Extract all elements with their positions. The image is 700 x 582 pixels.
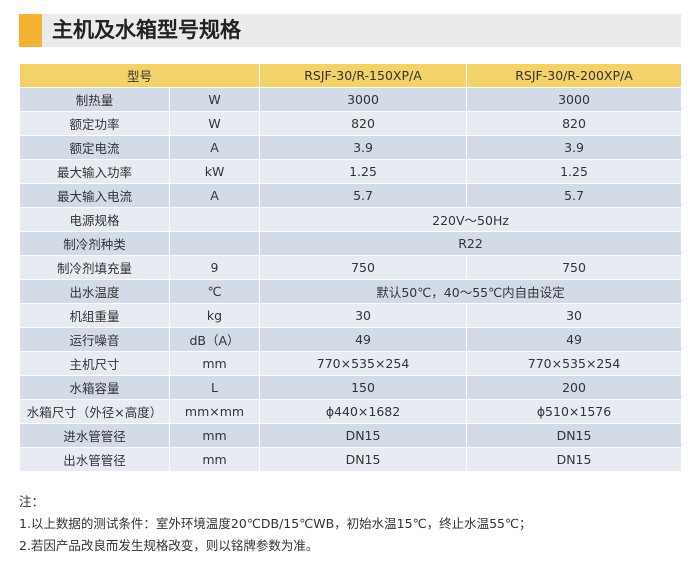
- cell-unit: W: [168, 87, 261, 112]
- cell-unit: mm: [168, 423, 261, 448]
- table-row: 出水管管径 mm DN15 DN15: [19, 447, 683, 472]
- header-cell-model1: RSJF-30/R-150XP/A: [259, 63, 468, 88]
- cell-param-name: 电源规格: [19, 207, 170, 232]
- cell-param-name: 进水管管径: [19, 423, 170, 448]
- table-row: 运行噪音 dB（A） 49 49: [19, 327, 683, 352]
- cell-unit: mm×mm: [168, 399, 261, 424]
- cell-unit: dB（A）: [168, 327, 261, 352]
- cell-unit: ℃: [168, 279, 261, 304]
- cell-param-name: 额定电流: [19, 135, 170, 160]
- notes: 注： 1.以上数据的测试条件：室外环境温度20℃DB/15℃WB，初始水温15℃…: [19, 491, 532, 557]
- table-row: 最大输入功率 kW 1.25 1.25: [19, 159, 683, 184]
- cell-value-merged: 默认50℃，40～55℃内自由设定: [259, 279, 683, 304]
- cell-value-model1: DN15: [259, 423, 468, 448]
- table-row: 额定电流 A 3.9 3.9: [19, 135, 683, 160]
- cell-value-model1: 820: [259, 111, 468, 136]
- header-accent-block: [19, 14, 42, 47]
- section-header: 主机及水箱型号规格: [19, 14, 681, 47]
- table-row: 主机尺寸 mm 770×535×254 770×535×254: [19, 351, 683, 376]
- cell-value-model1: 3000: [259, 87, 468, 112]
- notes-title: 注：: [19, 494, 45, 509]
- table-row: 电源规格 220V～50Hz: [19, 207, 683, 232]
- cell-param-name: 额定功率: [19, 111, 170, 136]
- cell-param-name: 主机尺寸: [19, 351, 170, 376]
- table-row: 进水管管径 mm DN15 DN15: [19, 423, 683, 448]
- cell-param-name: 运行噪音: [19, 327, 170, 352]
- cell-param-name: 水箱尺寸（外径×高度）: [19, 399, 170, 424]
- cell-value-model2: 3.9: [466, 135, 683, 160]
- cell-param-name: 机组重量: [19, 303, 170, 328]
- cell-value-model1: 30: [259, 303, 468, 328]
- table-row: 最大输入电流 A 5.7 5.7: [19, 183, 683, 208]
- cell-value-model1: 1.25: [259, 159, 468, 184]
- cell-value-model1: 5.7: [259, 183, 468, 208]
- cell-param-name: 出水温度: [19, 279, 170, 304]
- cell-value-model2: 3000: [466, 87, 683, 112]
- cell-unit: L: [168, 375, 261, 400]
- table-row: 制冷剂填充量 9 750 750: [19, 255, 683, 280]
- table-row: 制热量 W 3000 3000: [19, 87, 683, 112]
- cell-value-model1: 770×535×254: [259, 351, 468, 376]
- cell-value-model2: DN15: [466, 423, 683, 448]
- cell-value-model2: 30: [466, 303, 683, 328]
- cell-value-model2: 5.7: [466, 183, 683, 208]
- cell-unit: A: [168, 183, 261, 208]
- cell-value-model2: 49: [466, 327, 683, 352]
- cell-value-model2: 200: [466, 375, 683, 400]
- table-row: 出水温度 ℃ 默认50℃，40～55℃内自由设定: [19, 279, 683, 304]
- cell-value-merged: 220V～50Hz: [259, 207, 683, 232]
- cell-value-model1: ϕ440×1682: [259, 399, 468, 424]
- cell-unit: [168, 231, 261, 256]
- table-row: 制冷剂种类 R22: [19, 231, 683, 256]
- cell-value-model1: 750: [259, 255, 468, 280]
- cell-value-model2: 820: [466, 111, 683, 136]
- cell-param-name: 制冷剂填充量: [19, 255, 170, 280]
- cell-value-model2: 770×535×254: [466, 351, 683, 376]
- cell-unit: kW: [168, 159, 261, 184]
- cell-unit: 9: [168, 255, 261, 280]
- page-title: 主机及水箱型号规格: [52, 18, 241, 42]
- cell-value-model2: 1.25: [466, 159, 683, 184]
- table-row: 额定功率 W 820 820: [19, 111, 683, 136]
- cell-unit: mm: [168, 447, 261, 472]
- cell-value-model1: 49: [259, 327, 468, 352]
- spec-table: 型号 RSJF-30/R-150XP/A RSJF-30/R-200XP/A 制…: [18, 63, 683, 472]
- table-row: 机组重量 kg 30 30: [19, 303, 683, 328]
- cell-param-name: 出水管管径: [19, 447, 170, 472]
- note-line-1: 1.以上数据的测试条件：室外环境温度20℃DB/15℃WB，初始水温15℃，终止…: [19, 516, 532, 531]
- header-bar: [42, 14, 681, 47]
- cell-value-model1: DN15: [259, 447, 468, 472]
- cell-value-model1: 3.9: [259, 135, 468, 160]
- header-cell-model-label: 型号: [18, 63, 261, 88]
- cell-unit: A: [168, 135, 261, 160]
- cell-param-name: 最大输入功率: [19, 159, 170, 184]
- cell-value-model2: DN15: [466, 447, 683, 472]
- header-cell-model2: RSJF-30/R-200XP/A: [466, 63, 683, 88]
- note-line-2: 2.若因产品改良而发生规格改变，则以铭牌参数为准。: [19, 538, 319, 553]
- table-header-row: 型号 RSJF-30/R-150XP/A RSJF-30/R-200XP/A: [18, 63, 683, 88]
- cell-param-name: 制热量: [19, 87, 170, 112]
- cell-unit: [168, 207, 261, 232]
- table-row: 水箱容量 L 150 200: [19, 375, 683, 400]
- cell-param-name: 制冷剂种类: [19, 231, 170, 256]
- cell-value-model2: 750: [466, 255, 683, 280]
- cell-unit: mm: [168, 351, 261, 376]
- cell-param-name: 最大输入电流: [19, 183, 170, 208]
- cell-param-name: 水箱容量: [19, 375, 170, 400]
- table-row: 水箱尺寸（外径×高度） mm×mm ϕ440×1682 ϕ510×1576: [19, 399, 683, 424]
- cell-value-model2: ϕ510×1576: [466, 399, 683, 424]
- cell-unit: W: [168, 111, 261, 136]
- cell-value-merged: R22: [259, 231, 683, 256]
- cell-value-model1: 150: [259, 375, 468, 400]
- cell-unit: kg: [168, 303, 261, 328]
